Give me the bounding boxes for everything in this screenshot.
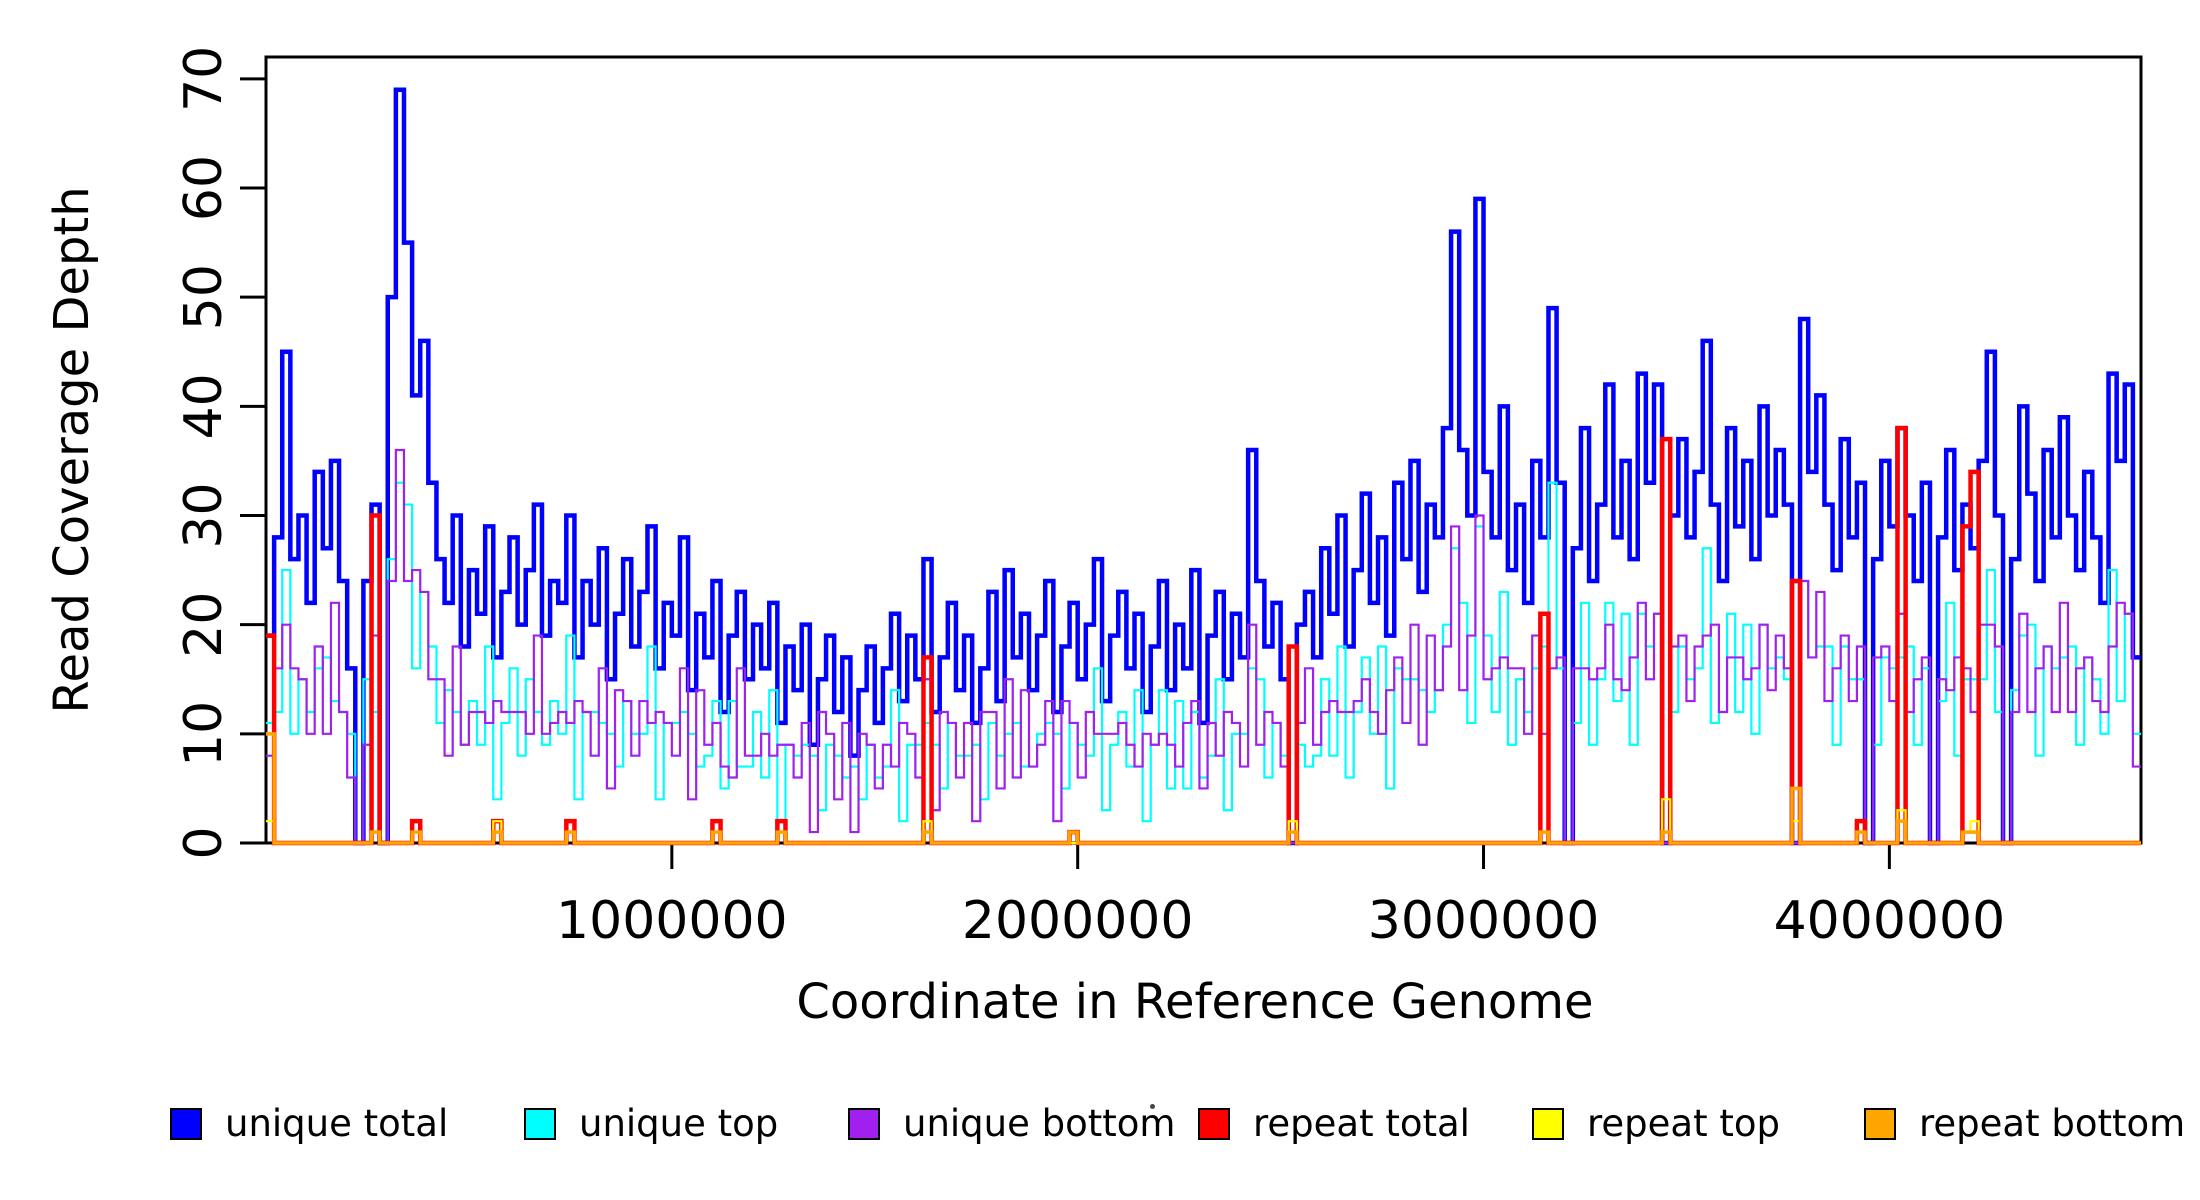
repeat-bottom-swatch-icon <box>1864 1107 1896 1140</box>
legend-item-repeat-total: repeat total <box>1198 1102 1470 1145</box>
stray-dot <box>1150 1104 1155 1109</box>
repeat-top-swatch-icon <box>1532 1107 1564 1140</box>
repeat-total-swatch-icon <box>1198 1107 1230 1140</box>
series-line-unique-bottom <box>266 448 2141 845</box>
legend-label: unique total <box>225 1102 449 1145</box>
series-line-unique-total <box>266 87 2141 846</box>
legend-item-unique-total: unique total <box>170 1102 448 1145</box>
x-axis-title: Coordinate in Reference Genome <box>796 974 1594 1030</box>
y-tick-label: 0 <box>174 826 234 859</box>
y-tick-label: 50 <box>174 264 234 330</box>
y-tick-label: 20 <box>174 592 234 658</box>
x-tick-label: 1000000 <box>556 891 788 951</box>
y-tick-label: 60 <box>174 155 234 221</box>
legend-item-repeat-top: repeat top <box>1532 1102 1780 1145</box>
unique-total-swatch-icon <box>170 1107 202 1140</box>
legend-label: repeat total <box>1253 1102 1470 1145</box>
y-axis-title: Read Coverage Depth <box>44 186 100 714</box>
legend-label: unique bottom <box>903 1102 1176 1145</box>
legend-item-unique-top: unique top <box>524 1102 778 1145</box>
y-tick-label: 30 <box>174 482 234 548</box>
legend-label: unique top <box>579 1102 779 1145</box>
x-tick-label: 3000000 <box>1368 891 1600 951</box>
series-line-repeat-bottom <box>266 732 2141 845</box>
y-tick-label: 40 <box>174 373 234 439</box>
legend-item-unique-bottom: unique bottom <box>848 1102 1175 1145</box>
unique-bottom-swatch-icon <box>848 1107 880 1140</box>
y-tick-label: 10 <box>174 701 234 767</box>
legend-label: repeat bottom <box>1919 1102 2186 1145</box>
legend-label: repeat top <box>1587 1102 1780 1145</box>
x-tick-label: 4000000 <box>1774 891 2006 951</box>
x-tick-label: 2000000 <box>962 891 1194 951</box>
unique-top-swatch-icon <box>524 1107 556 1140</box>
legend-item-repeat-bottom: repeat bottom <box>1864 1102 2185 1145</box>
y-tick-label: 70 <box>174 46 234 112</box>
